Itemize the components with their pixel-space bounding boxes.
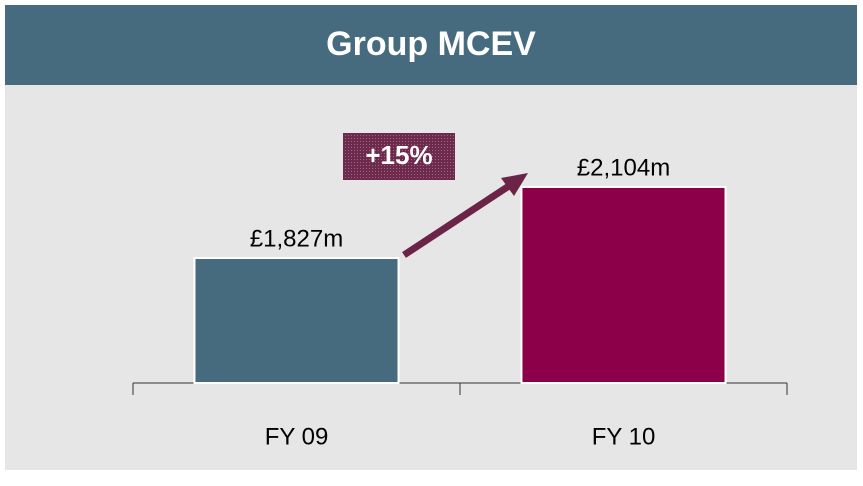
chart-title: Group MCEV (326, 25, 536, 63)
value-label: £1,827m (250, 225, 343, 252)
growth-arrow (402, 181, 514, 258)
bar (520, 185, 727, 384)
x-tick-label: FY 09 (265, 423, 329, 450)
value-label: £2,104m (577, 154, 670, 181)
arrow-head (501, 173, 528, 196)
title-band (5, 5, 857, 85)
bar (193, 257, 400, 384)
annotation-box (343, 133, 455, 180)
annotation: +15% (365, 140, 432, 170)
x-tick-label: FY 10 (592, 423, 656, 450)
